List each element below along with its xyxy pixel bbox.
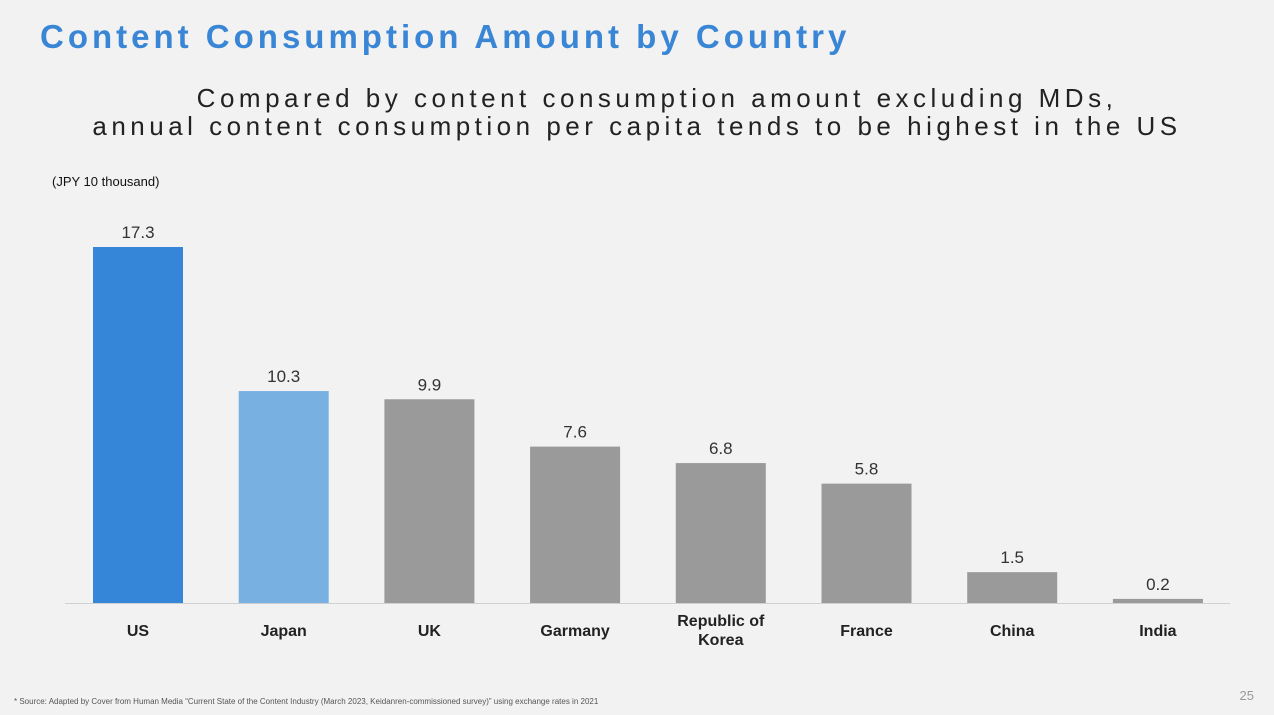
subtitle-line-2: annual content consumption per capita te… [92,111,1182,141]
data-label-4: 6.8 [709,439,733,458]
data-label-2: 9.9 [418,375,442,394]
category-label-3: Garmany [540,623,609,640]
category-label-0: US [127,623,150,640]
category-label-2: UK [418,623,442,640]
data-label-5: 5.8 [855,460,879,479]
bar-1 [238,391,329,603]
data-label-1: 10.3 [267,367,300,386]
bar-2 [384,399,475,603]
data-label-7: 0.2 [1146,575,1170,594]
category-label-5: France [840,623,893,640]
source-footnote: * Source: Adapted by Cover from Human Me… [14,697,599,706]
data-label-0: 17.3 [121,223,154,242]
y-axis-unit-label: (JPY 10 thousand) [52,174,160,189]
data-label-6: 1.5 [1000,548,1024,567]
category-label-7: India [1139,623,1176,640]
bar-5 [821,483,912,603]
bar-6 [967,572,1058,603]
subtitle-line-1: Compared by content consumption amount e… [196,83,1118,113]
bar-7 [1112,598,1203,603]
data-label-3: 7.6 [563,423,587,442]
bar-3 [530,446,621,603]
page-title: Content Consumption Amount by Country [40,18,851,55]
page-number: 25 [1239,688,1254,703]
category-label-1: Japan [261,623,307,640]
category-label-4: Republic of Korea [677,613,765,649]
category-label-6: China [990,623,1035,640]
bar-0 [93,247,183,603]
bar-4 [675,463,766,603]
subtitle: Compared by content consumption amount e… [0,84,1274,140]
